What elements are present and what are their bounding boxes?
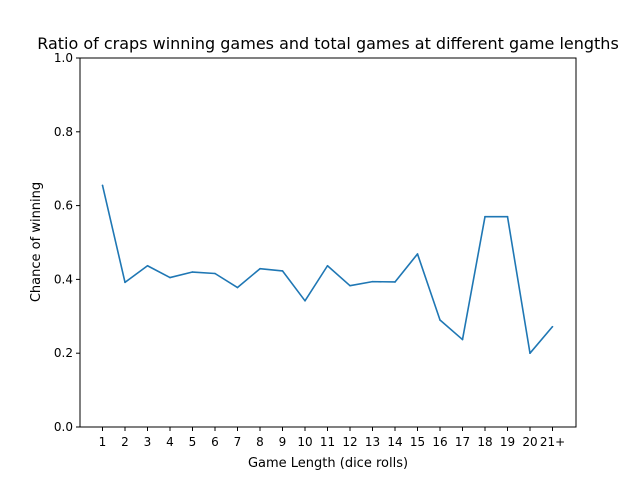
data-point xyxy=(416,253,419,255)
data-point xyxy=(146,264,149,267)
data-point xyxy=(304,300,306,302)
x-tick-label: 14 xyxy=(387,435,402,449)
x-tick-label: 17 xyxy=(455,435,470,449)
data-point xyxy=(506,215,509,218)
x-tick-label: 10 xyxy=(297,435,312,449)
series-line xyxy=(101,185,554,355)
x-tick-label: 15 xyxy=(410,435,425,449)
data-point xyxy=(236,286,239,289)
x-tick-label: 4 xyxy=(166,435,174,449)
x-tick-label: 13 xyxy=(365,435,380,449)
data-point xyxy=(281,270,284,272)
x-tick-label: 3 xyxy=(144,435,152,449)
x-tick-label: 1 xyxy=(99,435,107,449)
data-point xyxy=(529,352,531,355)
data-point xyxy=(349,284,351,287)
y-tick-label: 0.2 xyxy=(54,346,73,360)
data-point xyxy=(214,272,216,275)
x-tick-label: 18 xyxy=(477,435,492,449)
x-tick-label: 12 xyxy=(342,435,357,449)
x-tick-label: 7 xyxy=(234,435,242,449)
data-point xyxy=(259,267,261,270)
plot-area xyxy=(79,57,577,428)
x-tick-label: 11 xyxy=(320,435,335,449)
data-point xyxy=(461,338,464,341)
x-tick-label: 21+ xyxy=(540,435,565,449)
x-axis-label: Game Length (dice rolls) xyxy=(248,456,408,471)
x-tick-label: 19 xyxy=(500,435,515,449)
x-tick-label: 8 xyxy=(256,435,264,449)
y-axis-label: Chance of winning xyxy=(29,182,44,302)
x-axis: 1 2 3 4 5 6 7 8 9 10 11 12 13 14 15 16 17 18 19 20 21+ xyxy=(99,427,565,449)
data-point xyxy=(101,184,104,187)
series-layer xyxy=(101,184,554,355)
x-tick-label: 16 xyxy=(432,435,447,449)
y-tick-label: 0.8 xyxy=(54,125,73,139)
y-axis: 0.0 0.2 0.4 0.6 0.8 1.0 xyxy=(54,51,80,434)
data-point xyxy=(191,271,194,273)
x-tick-label: 6 xyxy=(211,435,219,449)
data-point xyxy=(169,276,171,279)
data-point xyxy=(439,319,441,321)
y-tick-label: 0.0 xyxy=(54,420,73,434)
data-point xyxy=(371,280,374,283)
x-tick-label: 5 xyxy=(189,435,197,449)
data-point xyxy=(124,281,126,284)
data-point xyxy=(326,264,329,267)
y-tick-label: 1.0 xyxy=(54,51,73,65)
x-tick-label: 2 xyxy=(121,435,129,449)
chart-title: Ratio of craps winning games and total g… xyxy=(37,34,619,53)
y-tick-label: 0.6 xyxy=(54,199,73,213)
x-tick-label: 9 xyxy=(279,435,287,449)
data-point xyxy=(551,325,554,328)
data-point xyxy=(394,281,396,283)
y-tick-label: 0.4 xyxy=(54,272,73,286)
x-tick-label: 20 xyxy=(522,435,537,449)
data-point xyxy=(484,215,486,218)
